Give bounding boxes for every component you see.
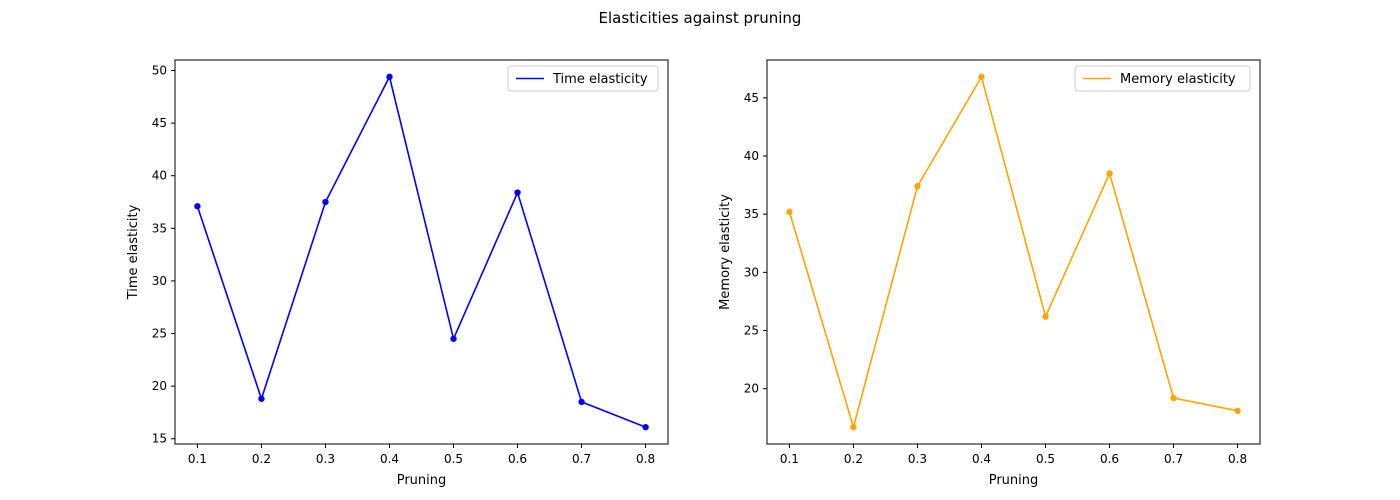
chart-1-y-tick-label: 45: [744, 91, 759, 105]
figure-title: Elasticities against pruning: [599, 9, 802, 27]
chart-1-data-point: [786, 208, 793, 216]
chart-0-x-tick-label: 0.5: [444, 452, 463, 466]
chart-1-y-tick-label: 35: [744, 207, 759, 221]
memory-elasticity-panel: 0.1 0.2 0.3 0.4 0.5 0.6 0.7 0.8 20 25 30 35 40 45 Prun…: [718, 59, 1261, 488]
chart-1-data-point: [1170, 394, 1177, 402]
chart-0-y-tick-label: 40: [152, 169, 167, 183]
chart-1-data-point: [1106, 170, 1113, 177]
chart-1-x-tick-label: 0.6: [1100, 452, 1119, 466]
chart-0-y-tick-label: 45: [152, 116, 167, 130]
chart-0-y-tick-label: 25: [152, 327, 167, 341]
chart-0-x-tick-label: 0.8: [636, 452, 655, 466]
chart-0-x-tick-label: 0.2: [252, 452, 271, 466]
chart-1-y-tick-label: 20: [744, 382, 759, 396]
chart-0-data-point: [514, 189, 521, 196]
chart-1-x-axis-label: Pruning: [989, 473, 1039, 488]
chart-0-legend-label: Time elasticity: [552, 72, 648, 87]
chart-1-data-point: [1042, 313, 1049, 320]
chart-1-data-point: [914, 183, 921, 190]
chart-0-y-tick-label: 20: [152, 379, 167, 393]
chart-1-y-tick-label: 40: [744, 149, 759, 163]
chart-1-plot-frame: [766, 59, 1261, 445]
chart-0-legend: [507, 65, 659, 92]
chart-0-y-tick-label: 50: [152, 64, 167, 78]
chart-1-x-tick-label: 0.5: [1036, 452, 1055, 466]
chart-0-data-point: [258, 395, 265, 402]
chart-0-y-axis-label: Time elasticity: [126, 204, 141, 300]
chart-1-data-point: [850, 423, 857, 431]
chart-1-x-tick-label: 0.3: [908, 452, 927, 466]
chart-0-data-point: [642, 423, 649, 431]
chart-0-plot-frame: [174, 59, 669, 445]
chart-1-x-tick-label: 0.1: [780, 452, 799, 466]
chart-1-series-line: [788, 74, 1238, 431]
chart-1-y-axis-label: Memory elasticity: [718, 194, 733, 310]
chart-0-x-tick-label: 0.7: [572, 452, 591, 466]
chart-0-y-tick-label: 35: [152, 221, 167, 235]
chart-1-y-tick-label: 25: [744, 324, 759, 338]
chart-0-series-line: [196, 74, 646, 428]
chart-0-x-tick-label: 0.3: [316, 452, 335, 466]
chart-0-data-point: [386, 73, 393, 81]
chart-0-x-axis-label: Pruning: [397, 473, 447, 488]
chart-1-x-tick-label: 0.4: [972, 452, 991, 466]
chart-1-legend-label: Memory elasticity: [1120, 72, 1236, 87]
chart-1-data-point: [1234, 407, 1241, 415]
chart-0-data-point: [322, 198, 329, 206]
chart-1-x-tick-label: 0.7: [1164, 452, 1183, 466]
chart-1-x-tick-label: 0.2: [844, 452, 863, 466]
chart-0-data-point: [194, 203, 201, 210]
chart-1-x-tick-label: 0.8: [1228, 452, 1247, 466]
chart-1-data-point: [978, 73, 985, 81]
chart-0-x-tick-label: 0.6: [508, 452, 527, 466]
time-elasticity-panel: 0.1 0.2 0.3 0.4 0.5 0.6 0.7 0.8 15 20 25 30 35 40 45 50…: [126, 59, 669, 488]
chart-0-data-point: [450, 335, 457, 342]
chart-0-y-tick-label: 30: [152, 274, 167, 288]
chart-0-x-tick-label: 0.1: [188, 452, 207, 466]
chart-0-data-point: [578, 398, 585, 406]
chart-0-y-tick-label: 15: [152, 432, 167, 446]
chart-0-x-tick-label: 0.4: [380, 452, 399, 466]
chart-1-y-tick-label: 30: [744, 265, 759, 279]
chart-1-legend: [1074, 65, 1251, 92]
